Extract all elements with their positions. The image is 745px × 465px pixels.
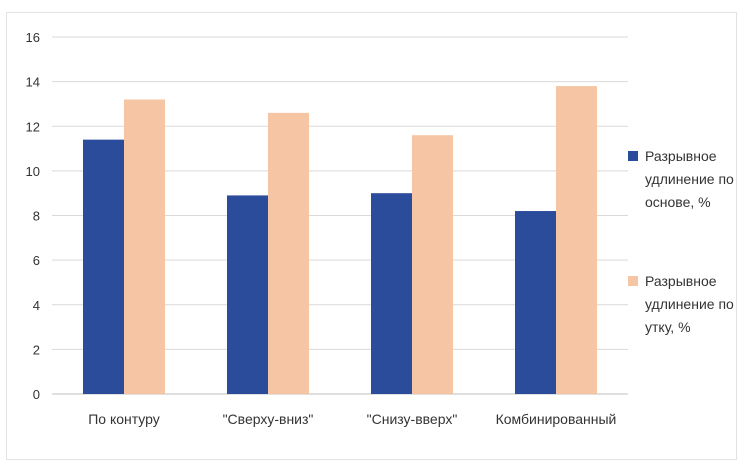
legend-label-series-1: удлинение по <box>645 171 734 187</box>
y-tick-label: 8 <box>33 209 40 224</box>
legend-label-series-2: удлинение по <box>645 296 734 312</box>
y-tick-label: 14 <box>26 75 40 90</box>
y-tick-label: 4 <box>33 298 40 313</box>
x-category-label: По контуру <box>88 411 160 427</box>
legend-label-series-2: утку, % <box>645 319 691 335</box>
bar-series-1-cat-1 <box>83 139 124 394</box>
bar-series-2-cat-3 <box>412 135 453 395</box>
bar-series-1-cat-2 <box>227 195 268 394</box>
x-category-label: Комбинированный <box>496 411 617 427</box>
x-category-label: "Снизу-вверх" <box>367 411 458 427</box>
y-tick-label: 16 <box>26 30 40 45</box>
legend-label-series-1: основе, % <box>645 194 711 210</box>
y-tick-label: 10 <box>26 164 40 179</box>
y-tick-label: 12 <box>26 119 40 134</box>
bar-series-2-cat-2 <box>268 112 309 395</box>
bar-series-2-cat-1 <box>124 99 165 394</box>
legend-label-series-1: Разрывное <box>645 148 717 164</box>
y-tick-label: 0 <box>33 387 40 402</box>
bar-series-1-cat-3 <box>371 193 412 394</box>
bar-series-1-cat-4 <box>515 211 556 394</box>
legend-swatch-series-1 <box>628 151 638 161</box>
x-category-label: "Сверху-вниз" <box>223 411 314 427</box>
y-tick-label: 6 <box>33 253 40 268</box>
chart-frame <box>6 12 737 460</box>
legend-swatch-series-2 <box>628 276 638 286</box>
legend-label-series-2: Разрывное <box>645 273 717 289</box>
bar-series-2-cat-4 <box>556 86 597 395</box>
y-tick-label: 2 <box>33 342 40 357</box>
